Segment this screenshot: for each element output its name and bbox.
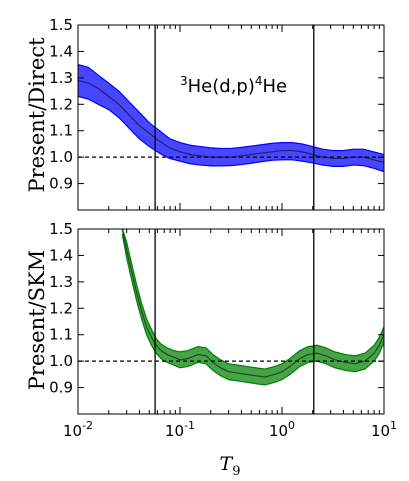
bottom-ytick-label: 1.4 xyxy=(49,246,73,264)
bottom-ytick-label: 0.9 xyxy=(49,379,73,397)
xtick-label-exponent: 0 xyxy=(288,419,295,432)
top-ytick-label: 1.4 xyxy=(49,42,73,60)
top-ylabel: Present/Direct xyxy=(25,37,49,193)
top-ytick-label: 1.0 xyxy=(49,148,73,166)
top-ytick-label: 1.5 xyxy=(49,16,73,34)
bottom-lower-edge xyxy=(121,234,384,386)
xtick-label-base: 10 xyxy=(269,422,288,440)
xtick-label-base: 10 xyxy=(371,422,390,440)
bottom-ytick-label: 1.2 xyxy=(49,299,73,317)
top-upper-edge xyxy=(78,64,384,156)
top-ytick-label: 1.1 xyxy=(49,122,73,140)
xtick-label-base: 10 xyxy=(63,422,82,440)
bottom-xtick-label: 10-2 xyxy=(63,419,93,440)
bottom-panel: 0.91.01.11.21.31.41.510-2 10-1 100 101 xyxy=(49,220,397,440)
annotation-main-1: He(d,p) xyxy=(188,76,255,97)
top-center-line xyxy=(78,79,384,164)
bottom-ylabel: Present/SKM xyxy=(25,250,49,390)
bottom-plot-area xyxy=(78,229,384,386)
top-frame xyxy=(77,24,385,211)
bottom-xtick-label: 10-1 xyxy=(165,419,195,440)
annotation-super-1: 3 xyxy=(180,74,188,88)
bottom-xtick-label: 101 xyxy=(371,419,397,440)
top-ytick-label: 1.3 xyxy=(49,69,73,87)
annotation-main-2: He xyxy=(263,76,288,97)
top-ytick-label: 0.9 xyxy=(49,175,73,193)
annotation-super-2: 4 xyxy=(255,74,263,88)
top-lower-edge xyxy=(78,95,384,173)
top-ytick-label: 1.2 xyxy=(49,95,73,113)
top-panel: 0.9 1.0 1.1 1.2 1.3 1.4 1.5 xyxy=(49,16,385,211)
bottom-ytick-label: 1.3 xyxy=(49,273,73,291)
bottom-ytick-label: 1.1 xyxy=(49,326,73,344)
bottom-ytick-label: 1.0 xyxy=(49,352,73,370)
xtick-label-exponent: 1 xyxy=(390,419,397,432)
x-axis-label-main: T xyxy=(220,453,234,475)
xtick-label-base: 10 xyxy=(165,422,184,440)
x-axis-label: T9 xyxy=(220,453,241,479)
bottom-xtick-label: 100 xyxy=(269,419,295,440)
bottom-upper-edge xyxy=(121,229,384,370)
xtick-label-exponent: -2 xyxy=(82,419,93,432)
x-axis-label-sub: 9 xyxy=(232,464,240,479)
xtick-label-exponent: -1 xyxy=(184,419,195,432)
bottom-ytick-label: 1.5 xyxy=(49,220,73,238)
bottom-frame xyxy=(77,228,385,415)
bottom-center-line xyxy=(121,229,384,378)
reaction-annotation: 3He(d,p)4He xyxy=(180,74,287,97)
